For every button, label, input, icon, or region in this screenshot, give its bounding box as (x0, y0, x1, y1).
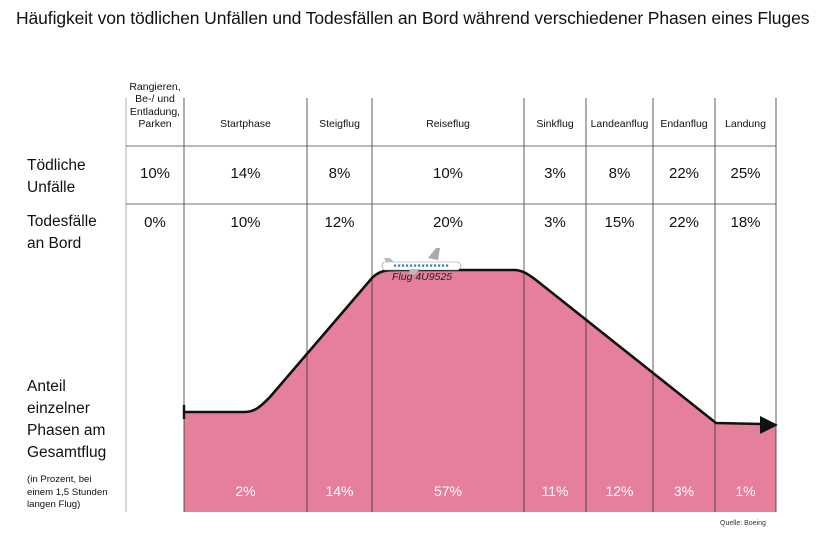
fatal-label-line-2: Unfälle (27, 179, 76, 196)
flight-profile-line (184, 268, 763, 426)
fatal-accidents-value: 14% (230, 165, 261, 182)
airplane-window (434, 264, 437, 267)
airplane-window (442, 264, 445, 267)
share-of-flight-value: 14% (325, 483, 354, 499)
phase-header: Steigflug (280, 118, 400, 131)
flight-profile-area (184, 270, 776, 512)
airplane-windows (394, 264, 449, 267)
onboard-deaths-value: 0% (144, 214, 166, 231)
phase-header: Landung (686, 118, 806, 131)
phase-header-line: Landeanflug (590, 118, 649, 130)
phase-header-line: Steigflug (319, 118, 360, 130)
phase-header-line: Endanflug (660, 118, 708, 130)
share-label-line-1: Anteil (27, 378, 66, 395)
airplane-wing (408, 269, 420, 275)
share-label: Anteil einzelner Phasen am Gesamtflug (27, 376, 106, 464)
share-of-flight-value: 3% (673, 483, 695, 499)
share-label-line-4: Gesamtflug (27, 444, 107, 461)
onboard-deaths-label: Todesfälle an Bord (27, 211, 97, 255)
airplane-fuselage (381, 261, 462, 271)
phase-header-line: Parken (138, 118, 172, 130)
share-of-flight-value: 12% (605, 483, 634, 499)
fatal-accidents-value: 22% (668, 165, 700, 182)
share-note-line-1: (in Prozent, bei (27, 474, 92, 485)
phase-header: Sinkflug (495, 118, 615, 131)
onboard-deaths-value: 20% (432, 214, 464, 231)
phase-header-line: Landung (725, 118, 766, 130)
share-note-line-3: langen Flug) (27, 499, 81, 510)
arrow-head (760, 416, 778, 434)
airplane-tail-fin (428, 248, 440, 260)
share-note: (in Prozent, bei einem 1,5 Stunden lange… (27, 474, 108, 512)
airplane-window (422, 264, 425, 267)
share-note-line-2: einem 1,5 Stunden (27, 486, 108, 498)
source-note: Quelle: Boeing (720, 520, 766, 527)
onboard-deaths-value: 3% (544, 214, 566, 231)
page-title: Häufigkeit von tödlichen Unfällen und To… (16, 8, 810, 28)
phase-header-line: Reiseflug (426, 118, 470, 130)
airplane-window (446, 264, 449, 267)
share-label-line-3: Phasen am (27, 422, 106, 439)
share-of-flight-value: 2% (235, 483, 256, 499)
onboard-deaths-value: 22% (668, 214, 700, 231)
phase-header-line: Be-/ und (135, 93, 175, 105)
airplane-icon (381, 248, 462, 275)
fatal-accidents-value: 10% (139, 165, 171, 182)
onboard-label-line-2: an Bord (27, 235, 82, 252)
share-of-flight-value: 11% (541, 483, 569, 499)
fatal-accidents-value: 8% (328, 165, 351, 182)
airplane-window (398, 264, 401, 267)
airplane-window (426, 264, 429, 267)
phase-header: Reiseflug (388, 118, 508, 131)
phase-header: Rangieren, Be-/ und Entladung, Parken (95, 81, 215, 131)
phase-header: Endanflug (624, 118, 744, 131)
column-dividers (125, 98, 777, 512)
share-of-flight-value: 1% (735, 483, 756, 499)
airplane-front-part (384, 258, 394, 262)
onboard-deaths-value: 18% (730, 214, 761, 231)
phase-header: Startphase (186, 118, 306, 131)
share-label-line-2: einzelner (27, 400, 90, 417)
onboard-deaths-value: 12% (324, 214, 355, 231)
phase-header-line: Rangieren, (129, 80, 181, 93)
onboard-deaths-value: 10% (230, 214, 261, 231)
flight-label: Flug 4U9525 (392, 271, 453, 283)
airplane-window (410, 264, 413, 267)
airplane-window (418, 264, 421, 267)
airplane-window (394, 264, 397, 267)
phase-header-line: Startphase (220, 118, 271, 130)
fatal-accidents-value: 3% (544, 165, 566, 182)
fatal-accidents-value: 10% (432, 165, 464, 182)
phase-header: Landeanflug (560, 118, 680, 131)
airplane-window (430, 264, 433, 267)
share-of-flight-value: 57% (433, 483, 463, 499)
phase-header-line: Entladung, (129, 105, 181, 118)
onboard-deaths-value: 15% (604, 214, 635, 231)
phase-header-line: Sinkflug (536, 118, 574, 130)
airplane-window (402, 264, 405, 267)
airplane-window (406, 264, 409, 267)
airplane-window (414, 264, 417, 267)
fatal-accidents-label: Tödliche Unfälle (27, 155, 86, 199)
fatal-accidents-value: 25% (730, 165, 761, 182)
fatal-label-line-1: Tödliche (27, 157, 86, 174)
fatal-accidents-value: 8% (608, 165, 631, 182)
airplane-window (438, 264, 441, 267)
onboard-label-line-1: Todesfälle (27, 213, 97, 230)
